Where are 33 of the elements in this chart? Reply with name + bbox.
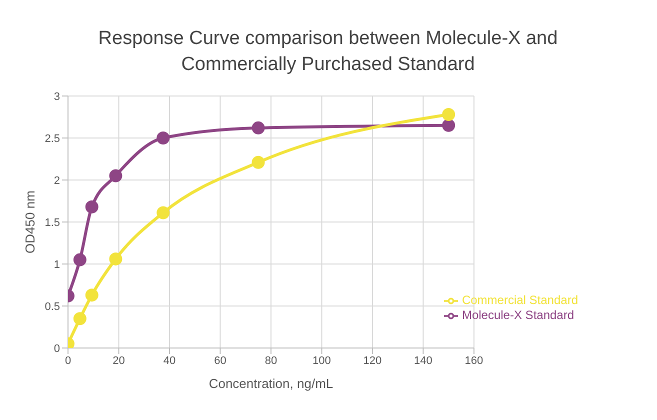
y-tick-label: 1 <box>54 258 60 271</box>
point <box>109 252 122 266</box>
legend-label: Molecule-X Standard <box>462 308 574 322</box>
point <box>109 169 122 182</box>
point <box>252 156 265 169</box>
x-tick-label: 60 <box>214 354 226 367</box>
point <box>442 118 456 132</box>
x-axis-title: Concentration, ng/mL <box>208 376 334 391</box>
point <box>85 288 98 302</box>
point <box>442 108 456 121</box>
y-tick-label: 0.5 <box>44 300 60 313</box>
y-tick-label: 3 <box>54 90 60 103</box>
x-tick-label: 140 <box>414 354 432 367</box>
x-tick-label: 20 <box>112 354 125 367</box>
chart-title: Response Curve comparison between Molecule-X and Commercially Purchased Standard <box>97 27 559 77</box>
point <box>85 200 98 214</box>
x-tick-label: 0 <box>64 354 72 367</box>
y-tick-label: 0 <box>54 342 60 355</box>
x-tick-label: 100 <box>312 354 331 367</box>
x-tick-label: 40 <box>163 354 176 367</box>
x-tick-label: 120 <box>363 354 382 367</box>
y-tick-label: 1.5 <box>44 216 60 229</box>
y-tick-label: 2 <box>54 174 60 187</box>
point <box>73 312 86 326</box>
point <box>252 121 265 134</box>
legend-label: Commercial Standard <box>462 293 578 308</box>
x-tick-label: 80 <box>264 354 278 367</box>
y-tick-label: 2.5 <box>44 132 60 145</box>
point <box>73 253 86 266</box>
point <box>156 132 170 144</box>
point <box>156 206 170 220</box>
y-axis-title: OD450 nm <box>22 190 38 254</box>
x-tick-label: 160 <box>464 354 484 367</box>
